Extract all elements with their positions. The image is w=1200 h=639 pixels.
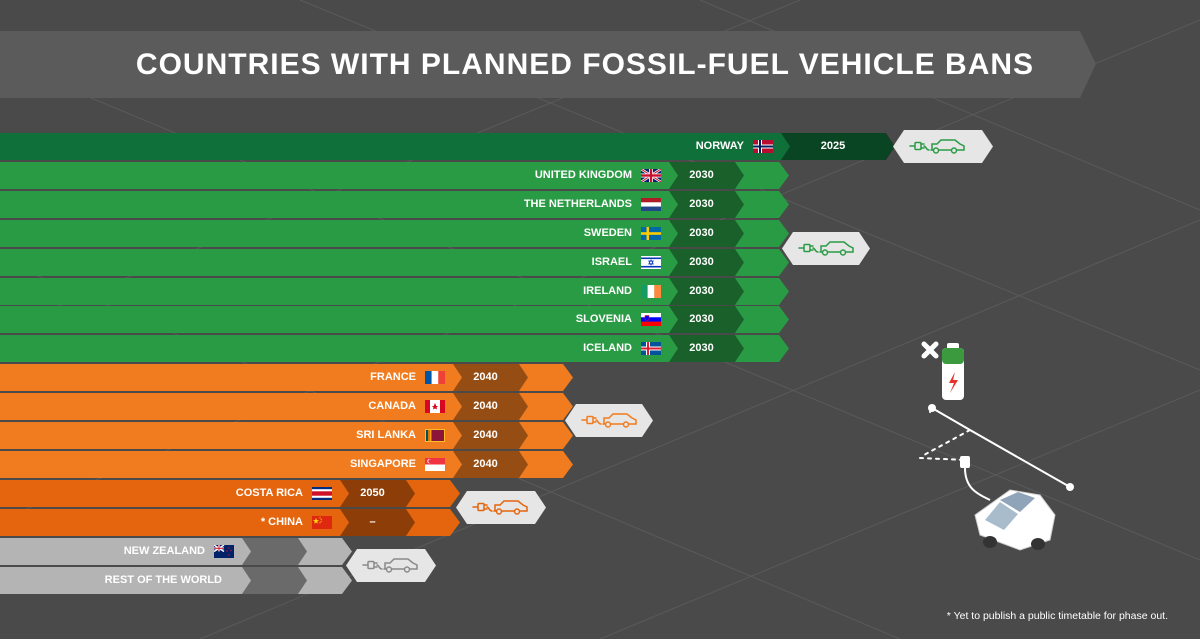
plug-car-icon bbox=[565, 404, 653, 437]
bar bbox=[0, 422, 573, 449]
chart-row: REST OF THE WORLD bbox=[0, 567, 352, 594]
year-segment bbox=[669, 306, 744, 333]
year-segment bbox=[669, 191, 744, 218]
plug-car-icon bbox=[346, 549, 436, 582]
country-label: SWEDEN bbox=[583, 227, 632, 239]
country-label: UNITED KINGDOM bbox=[534, 169, 632, 181]
year-segment bbox=[781, 133, 895, 160]
bar bbox=[0, 133, 895, 160]
country-label: THE NETHERLANDS bbox=[523, 198, 632, 210]
ev-charging-illustration bbox=[919, 341, 1074, 551]
israel-flag-icon bbox=[641, 256, 661, 269]
country-label: CANADA bbox=[368, 400, 416, 412]
year-label bbox=[242, 567, 297, 594]
chart-row: 2030 IRELAND bbox=[0, 278, 789, 305]
year-segment bbox=[453, 422, 528, 449]
year-segment bbox=[340, 509, 415, 536]
year-label: 2030 bbox=[689, 256, 714, 268]
chart-row: 2030 THE NETHERLANDS bbox=[0, 191, 789, 218]
slovenia-flag-icon bbox=[641, 313, 661, 326]
canada-flag-icon bbox=[425, 400, 445, 413]
plug-car-icon bbox=[782, 232, 870, 265]
year-segment bbox=[669, 335, 744, 362]
norway-flag-icon bbox=[753, 140, 773, 153]
country-label: IRELAND bbox=[583, 285, 632, 297]
bar bbox=[0, 451, 573, 478]
year-segment bbox=[242, 567, 307, 594]
ireland-flag-icon bbox=[641, 285, 661, 298]
france-flag-icon bbox=[425, 371, 445, 384]
chart-row: – * CHINA bbox=[0, 509, 460, 536]
footnote: * Yet to publish a public timetable for … bbox=[946, 610, 1168, 622]
bar bbox=[0, 364, 573, 391]
chart-row: 2030 ISRAEL bbox=[0, 249, 789, 276]
year-label: 2030 bbox=[689, 285, 714, 297]
bar bbox=[0, 480, 460, 507]
year-label: 2025 bbox=[820, 140, 846, 152]
china-flag-icon bbox=[312, 516, 332, 529]
chart-row: NEW ZEALAND bbox=[0, 538, 352, 565]
country-label: SINGAPORE bbox=[349, 458, 416, 470]
title-banner bbox=[0, 31, 1096, 98]
year-label: 2030 bbox=[689, 169, 714, 181]
bar bbox=[0, 393, 573, 420]
costa-rica-flag-icon bbox=[312, 487, 332, 500]
netherlands-flag-icon bbox=[641, 198, 661, 211]
year-label: 2040 bbox=[473, 371, 498, 383]
year-segment bbox=[669, 278, 744, 305]
chart-row: 2030 SLOVENIA bbox=[0, 306, 789, 333]
country-label: ISRAEL bbox=[591, 256, 632, 268]
year-segment bbox=[669, 220, 744, 247]
iceland-flag-icon bbox=[641, 342, 661, 355]
chart-title: COUNTRIES WITH PLANNED FOSSIL-FUEL VEHIC… bbox=[135, 48, 1035, 81]
chart-row: 2040 SRI LANKA bbox=[0, 422, 573, 449]
year-label: 2030 bbox=[689, 313, 714, 325]
chart-row: 2030 ICELAND bbox=[0, 335, 789, 362]
country-label: REST OF THE WORLD bbox=[104, 574, 222, 586]
country-label: FRANCE bbox=[370, 371, 416, 383]
country-label: SLOVENIA bbox=[575, 313, 632, 325]
sweden-flag-icon bbox=[641, 227, 661, 240]
country-label: ICELAND bbox=[583, 342, 632, 354]
chart-row: 2025 NORWAY bbox=[0, 133, 895, 160]
country-label: NEW ZEALAND bbox=[123, 545, 205, 557]
year-label: 2050 bbox=[360, 487, 385, 499]
year-segment bbox=[453, 451, 528, 478]
year-segment bbox=[669, 249, 744, 276]
chart-row: 2030 SWEDEN bbox=[0, 220, 789, 247]
year-label: 2030 bbox=[689, 227, 714, 239]
country-label: NORWAY bbox=[695, 140, 744, 152]
bar bbox=[0, 509, 460, 536]
plug-car-icon bbox=[893, 130, 993, 163]
chart-row: 2030 UNITED KINGDOM bbox=[0, 162, 789, 189]
year-label: 2040 bbox=[473, 458, 498, 470]
chart-row: 2040 CANADA bbox=[0, 393, 573, 420]
plug-car-icon bbox=[456, 491, 546, 524]
country-label: * CHINA bbox=[260, 516, 303, 528]
chart-row: 2040 SINGAPORE bbox=[0, 451, 573, 478]
chart-row: 2040 FRANCE bbox=[0, 364, 573, 391]
country-label: COSTA RICA bbox=[235, 487, 303, 499]
year-label: 2030 bbox=[689, 198, 714, 210]
year-label: 2040 bbox=[473, 429, 498, 441]
uk-flag-icon bbox=[641, 169, 661, 182]
year-segment bbox=[453, 364, 528, 391]
year-label: 2040 bbox=[473, 400, 498, 412]
year-label: – bbox=[369, 516, 376, 528]
chart-row: 2050 COSTA RICA bbox=[0, 480, 460, 507]
country-label: SRI LANKA bbox=[356, 429, 416, 441]
year-segment bbox=[242, 538, 307, 565]
year-segment bbox=[340, 480, 415, 507]
sri-lanka-flag-icon bbox=[425, 429, 445, 442]
year-segment bbox=[453, 393, 528, 420]
year-segment bbox=[669, 162, 744, 189]
singapore-flag-icon bbox=[425, 458, 445, 471]
year-label bbox=[242, 538, 297, 565]
new-zealand-flag-icon bbox=[214, 545, 234, 558]
year-label: 2030 bbox=[689, 342, 714, 354]
